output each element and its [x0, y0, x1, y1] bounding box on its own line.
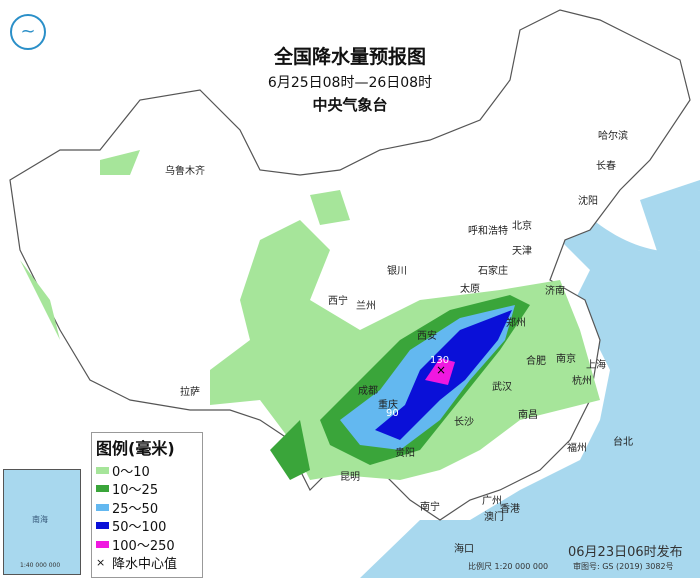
- city-label: 广州: [482, 496, 502, 507]
- south-china-sea-inset: 南海 1:40 000 000: [3, 469, 81, 575]
- city-label: 呼和浩特: [468, 226, 508, 237]
- legend-label: 100～250: [112, 538, 175, 554]
- city-label: 沈阳: [578, 196, 598, 207]
- rain-0-10-west: [20, 150, 350, 340]
- city-label: 太原: [460, 284, 480, 295]
- legend-swatch: [96, 540, 109, 548]
- legend-item: 0～10: [92, 461, 202, 480]
- issue-time: 06月23日06时发布: [568, 545, 683, 560]
- city-label: 济南: [545, 286, 565, 297]
- legend-label: 0～10: [112, 464, 150, 480]
- city-label: 西安: [417, 331, 437, 342]
- cma-logo: ~: [10, 14, 46, 50]
- city-label: 上海: [586, 360, 606, 371]
- city-label: 合肥: [526, 356, 546, 367]
- center-marker: ×: [436, 363, 446, 377]
- city-label: 福州: [567, 443, 587, 454]
- legend-swatch: [96, 485, 109, 493]
- legend: 图例(毫米) 0～10 10～25 25～50 50～100 100～250 × 降水中心…: [91, 432, 203, 578]
- city-label: 南京: [556, 354, 576, 365]
- city-label: 兰州: [356, 301, 376, 312]
- inset-scale: 1:40 000 000: [20, 562, 61, 569]
- map-approval-number: 审图号: GS (2019) 3082号: [573, 562, 674, 571]
- city-label: 天津: [512, 246, 532, 257]
- center-value-2: 90: [386, 408, 399, 419]
- city-label: 石家庄: [478, 266, 508, 277]
- legend-item: 10～25: [92, 480, 202, 499]
- forecast-period: 6月25日08时—26日08时: [267, 75, 433, 91]
- city-label: 贵阳: [395, 448, 415, 459]
- city-label: 澳门: [484, 512, 504, 523]
- city-label: 长春: [596, 161, 616, 172]
- center-value-1: 130: [430, 355, 449, 366]
- city-label: 西宁: [328, 296, 348, 307]
- legend-title: 图例(毫米): [96, 439, 175, 458]
- legend-item: 50～100: [92, 517, 202, 536]
- sea-east: [360, 190, 700, 578]
- legend-swatch: [96, 503, 109, 511]
- legend-label: 25～50: [112, 501, 159, 517]
- scale-text: 比例尺 1:20 000 000: [468, 562, 549, 571]
- legend-swatch: [96, 522, 109, 530]
- city-label: 南昌: [518, 410, 538, 421]
- city-label: 南宁: [420, 502, 440, 513]
- city-label: 哈尔滨: [598, 131, 628, 142]
- city-label: 拉萨: [180, 387, 200, 398]
- city-label: 郑州: [506, 318, 526, 329]
- city-label: 武汉: [492, 382, 512, 393]
- sea-korea: [640, 180, 700, 260]
- city-label: 银川: [387, 266, 407, 277]
- city-label: 台北: [613, 437, 633, 448]
- city-label: 重庆: [378, 400, 398, 411]
- legend-label: 10～25: [112, 483, 159, 499]
- city-label: 北京: [512, 221, 532, 232]
- city-label: 香港: [500, 504, 520, 515]
- legend-item: 100～250: [92, 535, 202, 554]
- legend-swatch: [96, 466, 109, 474]
- city-label: 海口: [454, 544, 474, 555]
- city-label: 成都: [358, 386, 378, 397]
- city-label: 昆明: [340, 472, 360, 483]
- x-marker-icon: ×: [96, 556, 106, 570]
- inset-sea-label: 南海: [32, 515, 48, 524]
- issuer: 中央气象台: [312, 96, 388, 114]
- city-label: 杭州: [572, 376, 592, 387]
- legend-item: 25～50: [92, 498, 202, 517]
- legend-label: 降水中心值: [112, 557, 178, 573]
- rain-100-250: [425, 358, 455, 385]
- city-label: 乌鲁木齐: [165, 166, 205, 177]
- legend-label: 50～100: [112, 520, 167, 536]
- legend-item-center: × 降水中心值: [92, 554, 202, 573]
- city-label: 长沙: [454, 417, 474, 428]
- map-title: 全国降水量预报图: [273, 46, 426, 68]
